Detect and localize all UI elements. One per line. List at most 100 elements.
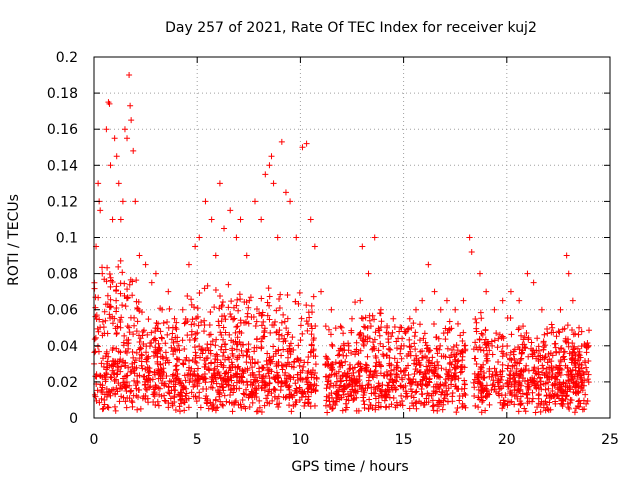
- roti-point: [217, 359, 224, 366]
- roti-point: [430, 390, 437, 397]
- roti-point: [403, 390, 410, 397]
- roti-point: [240, 390, 247, 397]
- roti-point: [398, 355, 405, 362]
- roti-point: [556, 329, 563, 336]
- roti-point: [193, 315, 200, 322]
- roti-point: [172, 363, 179, 370]
- roti-point: [422, 370, 429, 377]
- roti-point: [348, 329, 355, 336]
- roti-point: [196, 394, 203, 401]
- roti-point: [480, 347, 487, 354]
- roti-point: [162, 340, 169, 347]
- roti-point: [584, 376, 591, 383]
- roti-point: [142, 381, 149, 388]
- roti-point: [101, 308, 108, 315]
- roti-point: [412, 378, 419, 385]
- roti-point: [156, 385, 163, 392]
- roti-point: [264, 361, 271, 368]
- roti-point: [377, 363, 384, 370]
- roti-point: [401, 328, 408, 335]
- roti-point: [112, 390, 119, 397]
- roti-point: [265, 370, 272, 377]
- roti-point: [504, 315, 511, 322]
- roti-point: [393, 386, 400, 393]
- roti-point: [143, 356, 150, 363]
- roti-point: [227, 367, 234, 374]
- roti-point: [516, 297, 523, 304]
- roti-point: [569, 375, 576, 382]
- roti-point: [524, 377, 531, 384]
- roti-point: [253, 336, 260, 343]
- roti-point: [338, 378, 345, 385]
- roti-point: [416, 359, 423, 366]
- roti-point: [215, 318, 222, 325]
- roti-point: [216, 391, 223, 398]
- roti-point: [246, 354, 253, 361]
- roti-point: [366, 317, 373, 324]
- roti-point: [340, 388, 347, 395]
- roti-point: [178, 395, 185, 402]
- roti-point: [521, 405, 528, 412]
- roti-point: [529, 374, 536, 381]
- roti-point: [515, 408, 522, 415]
- roti-point: [393, 345, 400, 352]
- roti-point: [122, 384, 129, 391]
- roti-point: [165, 384, 172, 391]
- roti-point: [373, 372, 380, 379]
- roti-point: [218, 302, 225, 309]
- x-axis-label: GPS time / hours: [291, 459, 408, 475]
- roti-point: [538, 386, 545, 393]
- roti-point: [253, 318, 260, 325]
- roti-point: [227, 207, 234, 214]
- roti-point: [155, 320, 162, 327]
- roti-point: [179, 337, 186, 344]
- roti-point: [215, 368, 222, 375]
- roti-point: [225, 304, 232, 311]
- roti-point: [99, 270, 106, 277]
- roti-point: [284, 331, 291, 338]
- roti-point: [286, 386, 293, 393]
- roti-point: [535, 391, 542, 398]
- roti-point: [479, 331, 486, 338]
- roti-point: [325, 394, 332, 401]
- roti-point: [136, 387, 143, 394]
- roti-point: [266, 302, 273, 309]
- roti-point: [366, 396, 373, 403]
- roti-point: [393, 338, 400, 345]
- roti-point: [438, 353, 445, 360]
- roti-point: [177, 408, 184, 415]
- roti-point: [123, 404, 130, 411]
- roti-point: [213, 336, 220, 343]
- roti-point: [585, 379, 592, 386]
- roti-point: [476, 336, 483, 343]
- roti-point: [525, 386, 532, 393]
- roti-point: [256, 404, 263, 411]
- roti-point: [259, 365, 266, 372]
- roti-point: [139, 365, 146, 372]
- roti-point: [265, 388, 272, 395]
- roti-point: [443, 366, 450, 373]
- roti-point: [266, 375, 273, 382]
- roti-point: [486, 401, 493, 408]
- roti-point: [165, 389, 172, 396]
- roti-point: [356, 367, 363, 374]
- roti-point: [188, 389, 195, 396]
- roti-point: [535, 343, 542, 350]
- roti-point: [252, 378, 259, 385]
- roti-point: [152, 401, 159, 408]
- roti-point: [523, 362, 530, 369]
- roti-point: [514, 395, 521, 402]
- roti-point: [537, 356, 544, 363]
- roti-point: [259, 374, 266, 381]
- roti-point: [209, 374, 216, 381]
- roti-point: [191, 368, 198, 375]
- roti-point: [544, 325, 551, 332]
- roti-point: [521, 378, 528, 385]
- roti-point: [182, 357, 189, 364]
- roti-point: [324, 362, 331, 369]
- roti-point: [165, 288, 172, 295]
- roti-point: [552, 398, 559, 405]
- roti-point: [427, 347, 434, 354]
- roti-point: [452, 383, 459, 390]
- roti-point: [426, 375, 433, 382]
